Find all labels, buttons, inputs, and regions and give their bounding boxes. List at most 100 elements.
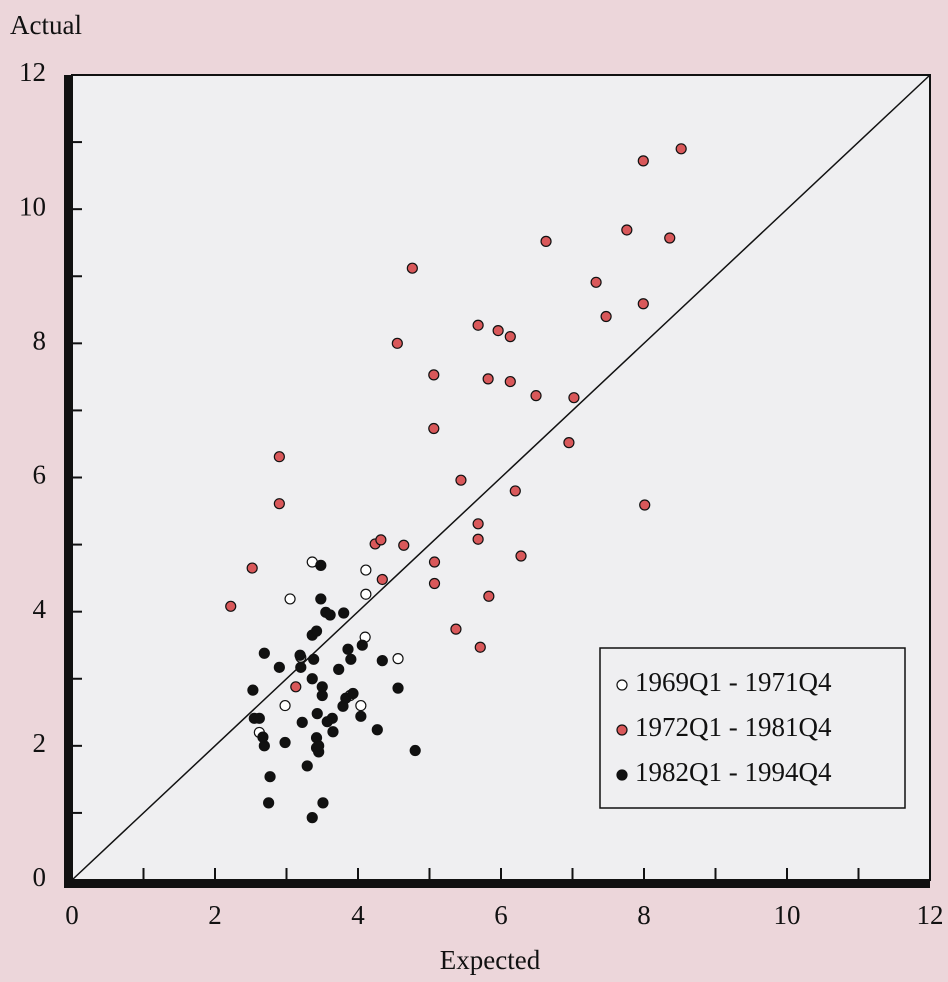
- point: [284, 593, 296, 605]
- point: [316, 689, 328, 702]
- point: [391, 337, 403, 349]
- point: [406, 262, 418, 274]
- point: [263, 797, 275, 809]
- point: [338, 607, 350, 619]
- point: [345, 653, 357, 665]
- point: [257, 731, 269, 743]
- point: [315, 593, 327, 605]
- y-tick-label: 10: [19, 191, 46, 221]
- point: [279, 736, 291, 749]
- point: [472, 319, 484, 331]
- point: [590, 276, 602, 288]
- point: [311, 708, 323, 720]
- legend-label: 1969Q1 - 1971Q4: [635, 667, 832, 697]
- point: [273, 661, 285, 673]
- point: [376, 655, 388, 667]
- point: [637, 155, 649, 167]
- point: [294, 649, 306, 661]
- point: [398, 539, 410, 551]
- point: [360, 588, 372, 600]
- point: [247, 684, 259, 696]
- point: [264, 771, 276, 783]
- point: [321, 716, 333, 728]
- y-tick-label: 4: [33, 594, 47, 624]
- point: [376, 573, 388, 586]
- point: [317, 797, 329, 809]
- point: [515, 550, 527, 562]
- point: [290, 681, 302, 693]
- point: [474, 641, 486, 653]
- point: [342, 643, 354, 655]
- point: [295, 661, 307, 673]
- point: [301, 760, 313, 772]
- x-axis-label: Expected: [440, 945, 541, 975]
- point: [225, 600, 237, 612]
- point: [664, 232, 676, 244]
- point: [306, 812, 318, 824]
- point: [315, 559, 327, 571]
- point: [258, 647, 270, 659]
- point: [455, 474, 467, 486]
- point: [509, 485, 521, 497]
- y-tick-label: 8: [33, 326, 47, 356]
- point: [600, 310, 612, 323]
- point: [246, 562, 258, 574]
- point: [310, 625, 323, 637]
- point: [428, 369, 440, 381]
- point: [563, 437, 575, 449]
- point: [392, 682, 404, 694]
- reference-line: [71, 74, 931, 881]
- point: [308, 653, 320, 665]
- point: [504, 331, 516, 343]
- point: [355, 699, 367, 712]
- y-tick-label: 2: [33, 728, 47, 758]
- legend-box: [599, 647, 906, 809]
- point: [356, 639, 368, 651]
- x-tick-label: 0: [65, 900, 79, 930]
- point: [355, 710, 367, 722]
- point: [324, 609, 336, 621]
- point: [428, 422, 440, 435]
- y-tick-label: 6: [33, 460, 47, 490]
- point: [333, 663, 345, 675]
- point: [371, 724, 383, 736]
- point: [530, 390, 542, 402]
- point: [253, 712, 265, 724]
- point: [450, 623, 462, 635]
- point: [472, 518, 484, 530]
- point: [540, 235, 552, 247]
- point: [360, 564, 372, 576]
- y-axis-label: Actual: [10, 10, 82, 40]
- point: [273, 451, 285, 463]
- point: [347, 687, 359, 700]
- point: [313, 740, 325, 752]
- point: [392, 653, 404, 665]
- point: [621, 224, 633, 236]
- y-tick-label: 12: [19, 57, 46, 87]
- point: [504, 375, 516, 388]
- point: [296, 716, 308, 728]
- point: [409, 744, 421, 757]
- point: [568, 392, 580, 404]
- point: [375, 534, 387, 546]
- legend-label: 1982Q1 - 1994Q4: [635, 757, 832, 787]
- point: [675, 143, 687, 155]
- point: [639, 499, 651, 511]
- point: [428, 577, 441, 590]
- legend-label: 1972Q1 - 1981Q4: [635, 712, 832, 742]
- point: [482, 373, 494, 385]
- legend-marker: [616, 769, 628, 781]
- point: [428, 556, 441, 568]
- x-tick-label: 4: [351, 900, 365, 930]
- y-tick-label: 0: [33, 862, 47, 892]
- x-tick-label: 2: [208, 900, 222, 930]
- point: [327, 726, 339, 738]
- point: [483, 590, 495, 602]
- point: [273, 498, 285, 510]
- x-tick-label: 6: [494, 900, 508, 930]
- point: [279, 699, 291, 712]
- x-tick-label: 10: [774, 900, 801, 930]
- point: [306, 673, 318, 685]
